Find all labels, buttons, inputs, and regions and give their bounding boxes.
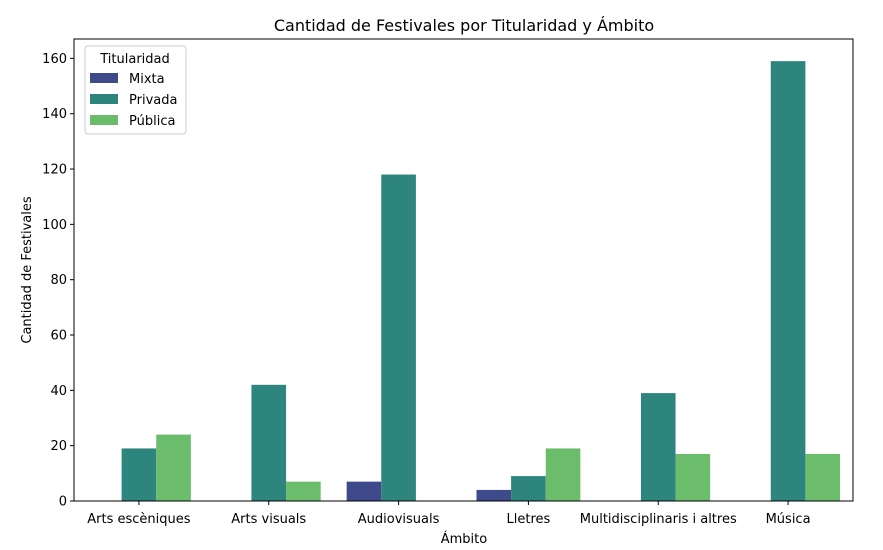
bars-layer (121, 61, 841, 501)
bar-privada-2 (381, 174, 416, 501)
legend-title: Titularidad (99, 52, 170, 67)
y-tick-label: 80 (50, 273, 67, 288)
bar-mixta-2 (346, 481, 382, 501)
y-tick-label: 0 (59, 495, 67, 510)
legend: Titularidad Mixta Privada Pública (84, 45, 187, 135)
bar-pública-0 (156, 434, 191, 501)
x-axis-label: Ámbito (441, 531, 488, 547)
x-tick-label: Lletres (507, 512, 551, 527)
x-tick-label: Multidisciplinaris i altres (580, 512, 737, 527)
bar-privada-4 (640, 393, 676, 501)
bar-privada-0 (121, 448, 157, 501)
bar-pública-5 (805, 453, 841, 501)
y-tick-label: 140 (42, 107, 67, 122)
legend-swatch-privada (90, 94, 118, 104)
y-tick-label: 100 (42, 218, 67, 233)
chart-title: Cantidad de Festivales por Titularidad y… (274, 16, 654, 35)
bar-pública-1 (286, 481, 321, 501)
y-axis: 0 20 40 60 80 100 120 140 160 (42, 52, 74, 510)
legend-box (84, 45, 187, 135)
x-tick-label: Arts escèniques (87, 512, 190, 527)
y-tick-label: 60 (50, 329, 67, 344)
bar-mixta-3 (476, 489, 512, 501)
legend-swatch-pública (90, 115, 118, 125)
bar-privada-5 (770, 61, 806, 501)
bar-privada-3 (511, 476, 546, 501)
x-tick-label: Música (766, 512, 811, 527)
legend-label-pública: Pública (129, 114, 175, 129)
y-tick-label: 20 (50, 439, 67, 454)
legend-label-mixta: Mixta (129, 72, 165, 87)
y-axis-label: Cantidad de Festivales (20, 196, 35, 343)
bar-pública-4 (675, 453, 711, 501)
x-tick-label: Arts visuals (231, 512, 306, 527)
y-tick-label: 120 (42, 163, 67, 178)
plot-frame (73, 38, 854, 502)
bar-pública-3 (545, 448, 581, 501)
legend-swatch-mixta (90, 73, 118, 83)
bar-privada-1 (251, 384, 287, 501)
x-axis: Arts escèniques Arts visuals Audiovisuals L… (87, 501, 811, 527)
x-tick-label: Audiovisuals (358, 512, 440, 527)
y-tick-label: 160 (42, 52, 67, 67)
legend-label-privada: Privada (129, 93, 177, 108)
y-tick-label: 40 (50, 384, 67, 399)
